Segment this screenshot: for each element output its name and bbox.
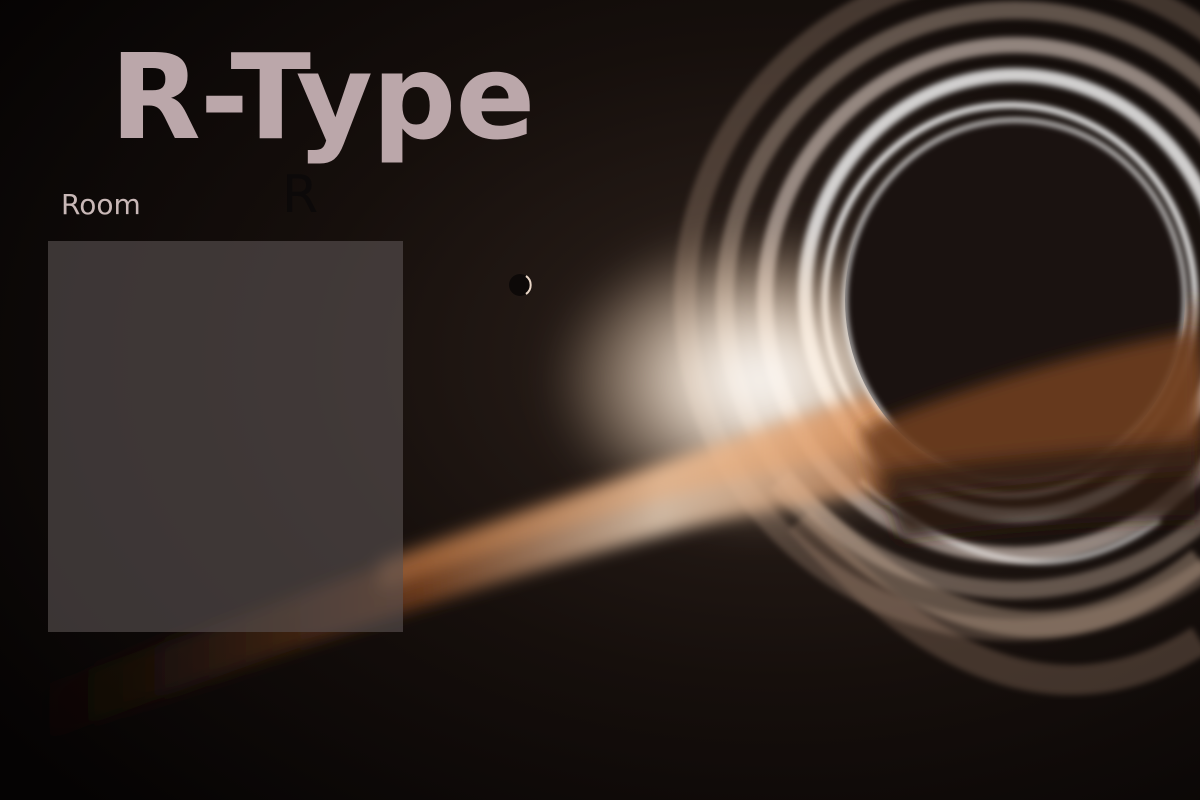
room-key-indicator[interactable]: R xyxy=(282,165,319,225)
game-title: R-Type xyxy=(110,28,535,166)
room-list-panel[interactable] xyxy=(48,241,403,632)
room-label: Room xyxy=(61,188,141,221)
